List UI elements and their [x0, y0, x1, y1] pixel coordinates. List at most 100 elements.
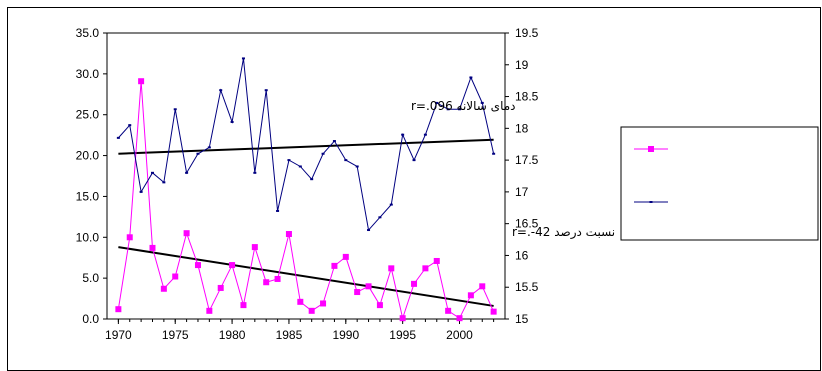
- x-tick-label: 1990: [332, 328, 359, 342]
- data-point-left: [433, 257, 440, 264]
- series-line-right: [117, 58, 495, 232]
- data-point-right: [446, 108, 450, 111]
- x-tick-label: 1995: [389, 328, 416, 342]
- data-point-left: [115, 306, 122, 313]
- legend-box: [620, 126, 819, 241]
- data-point-left: [320, 300, 327, 307]
- data-point-left: [160, 285, 167, 292]
- x-axis: 1970 1975 1980 1985 1990 1995 2000: [105, 319, 495, 342]
- data-point-right: [185, 171, 189, 174]
- legend-swatch-marker: [648, 146, 654, 152]
- y-right-tick-label: 17: [515, 185, 529, 199]
- data-point-left: [229, 262, 236, 269]
- data-point-left: [479, 283, 486, 290]
- data-point-right: [355, 165, 359, 168]
- y-right-tick-label: 17.5: [515, 153, 539, 167]
- data-point-left: [376, 302, 383, 309]
- x-tick-label: 1985: [276, 328, 303, 342]
- x-tick-label: 2000: [446, 328, 473, 342]
- data-point-right: [480, 101, 484, 104]
- data-point-right: [219, 89, 223, 92]
- data-point-left: [126, 234, 133, 241]
- data-point-right: [230, 120, 234, 123]
- annotation-temperature: دمای سالانه r=.096: [411, 99, 516, 113]
- data-point-left: [297, 298, 304, 305]
- annotations: دمای سالانه r=.096 نسبت درصد r=.-42: [411, 99, 615, 240]
- data-point-right: [287, 159, 291, 162]
- data-point-left: [240, 302, 247, 309]
- data-point-left: [263, 279, 270, 286]
- data-point-left: [445, 307, 452, 314]
- y-left-tick-label: 15.0: [76, 189, 100, 203]
- data-point-right: [321, 152, 325, 155]
- data-point-left: [138, 78, 145, 85]
- data-point-right: [458, 108, 462, 111]
- y-left-tick-label: 20.0: [76, 149, 100, 163]
- data-point-right: [264, 89, 268, 92]
- data-point-right: [344, 159, 348, 162]
- data-point-left: [411, 280, 418, 287]
- data-point-left: [490, 308, 497, 315]
- data-point-right: [469, 76, 473, 79]
- data-point-right: [378, 216, 382, 219]
- data-point-right: [310, 178, 314, 181]
- y-left-tick-label: 5.0: [82, 271, 99, 285]
- y-right-tick-label: 18: [515, 121, 529, 135]
- data-point-right: [162, 181, 166, 184]
- y-right-tick-label: 16: [515, 248, 529, 262]
- data-point-left: [388, 265, 395, 272]
- y-right-tick-label: 18.5: [515, 90, 539, 104]
- y-left-tick-label: 25.0: [76, 108, 100, 122]
- data-point-right: [423, 133, 427, 136]
- x-tick-label: 1975: [162, 328, 189, 342]
- annotation-percentage: نسبت درصد r=.-42: [512, 225, 615, 240]
- series-layer: [115, 57, 497, 322]
- data-point-left: [285, 231, 292, 238]
- x-tick-label: 1980: [219, 328, 246, 342]
- y-right-tick-label: 19: [515, 58, 529, 72]
- data-point-right: [173, 108, 177, 111]
- data-point-right: [253, 171, 257, 174]
- y-right-tick-label: 15.5: [515, 280, 539, 294]
- trendlines: [118, 138, 494, 307]
- data-point-right: [492, 152, 496, 155]
- data-point-right: [435, 101, 439, 104]
- data-point-left: [149, 244, 156, 251]
- data-point-right: [196, 152, 200, 155]
- data-point-right: [128, 124, 132, 127]
- data-point-left: [206, 307, 213, 314]
- y-right-tick-label: 16.5: [515, 217, 539, 231]
- data-point-left: [342, 253, 349, 260]
- data-point-left: [274, 275, 281, 282]
- data-point-left: [467, 292, 474, 299]
- trendline-percentage: [118, 246, 494, 307]
- y-left-tick-label: 35.0: [76, 26, 100, 40]
- y-left-tick-label: 30.0: [76, 67, 100, 81]
- y-left-tick-label: 10.0: [76, 230, 100, 244]
- data-point-right: [150, 171, 154, 174]
- data-point-left: [194, 262, 201, 269]
- data-point-right: [207, 146, 211, 149]
- legend-swatch-marker: [649, 201, 653, 203]
- series-line-left: [117, 81, 495, 321]
- data-point-right: [332, 140, 336, 143]
- data-point-right: [367, 229, 371, 232]
- data-point-right: [241, 57, 245, 60]
- plot-border: [106, 32, 506, 320]
- data-point-left: [422, 265, 429, 272]
- data-point-right: [139, 190, 143, 193]
- data-point-left: [456, 315, 463, 322]
- data-point-right: [298, 165, 302, 168]
- data-point-right: [412, 159, 416, 162]
- y-left-axis: 0.0 5.0 10.0 15.0 20.0 25.0 30.0 35.0: [76, 26, 107, 326]
- data-point-left: [183, 230, 190, 237]
- y-right-tick-label: 19.5: [515, 26, 539, 40]
- data-point-left: [172, 273, 179, 280]
- data-point-left: [354, 289, 361, 296]
- data-point-left: [399, 315, 406, 322]
- data-point-left: [308, 307, 315, 314]
- data-point-right: [389, 203, 393, 206]
- y-right-tick-label: 15: [515, 312, 529, 326]
- y-left-tick-label: 0.0: [82, 312, 99, 326]
